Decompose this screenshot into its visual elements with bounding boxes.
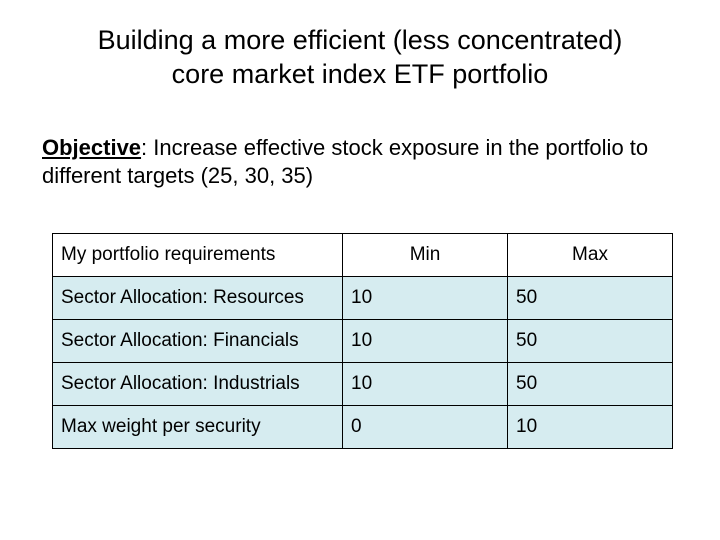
title-line-1: Building a more efficient (less concentr… <box>98 25 623 55</box>
row-min: 10 <box>343 276 508 319</box>
col-header-max: Max <box>508 233 673 276</box>
row-min: 0 <box>343 405 508 448</box>
table-row: Max weight per security 0 10 <box>53 405 673 448</box>
row-label: Max weight per security <box>53 405 343 448</box>
table-row: Sector Allocation: Industrials 10 50 <box>53 362 673 405</box>
col-header-requirements: My portfolio requirements <box>53 233 343 276</box>
row-max: 50 <box>508 276 673 319</box>
col-header-min: Min <box>343 233 508 276</box>
row-label: Sector Allocation: Financials <box>53 319 343 362</box>
table-row: Sector Allocation: Resources 10 50 <box>53 276 673 319</box>
table-row: Sector Allocation: Financials 10 50 <box>53 319 673 362</box>
row-min: 10 <box>343 319 508 362</box>
row-label: Sector Allocation: Resources <box>53 276 343 319</box>
slide-title: Building a more efficient (less concentr… <box>42 24 678 92</box>
objective-label: Objective <box>42 135 141 160</box>
row-max: 50 <box>508 362 673 405</box>
row-max: 50 <box>508 319 673 362</box>
row-label: Sector Allocation: Industrials <box>53 362 343 405</box>
title-line-2: core market index ETF portfolio <box>172 59 549 89</box>
objective-paragraph: Objective: Increase effective stock expo… <box>42 134 678 191</box>
row-max: 10 <box>508 405 673 448</box>
requirements-table: My portfolio requirements Min Max Sector… <box>52 233 673 449</box>
slide: Building a more efficient (less concentr… <box>0 0 720 449</box>
table-header-row: My portfolio requirements Min Max <box>53 233 673 276</box>
row-min: 10 <box>343 362 508 405</box>
